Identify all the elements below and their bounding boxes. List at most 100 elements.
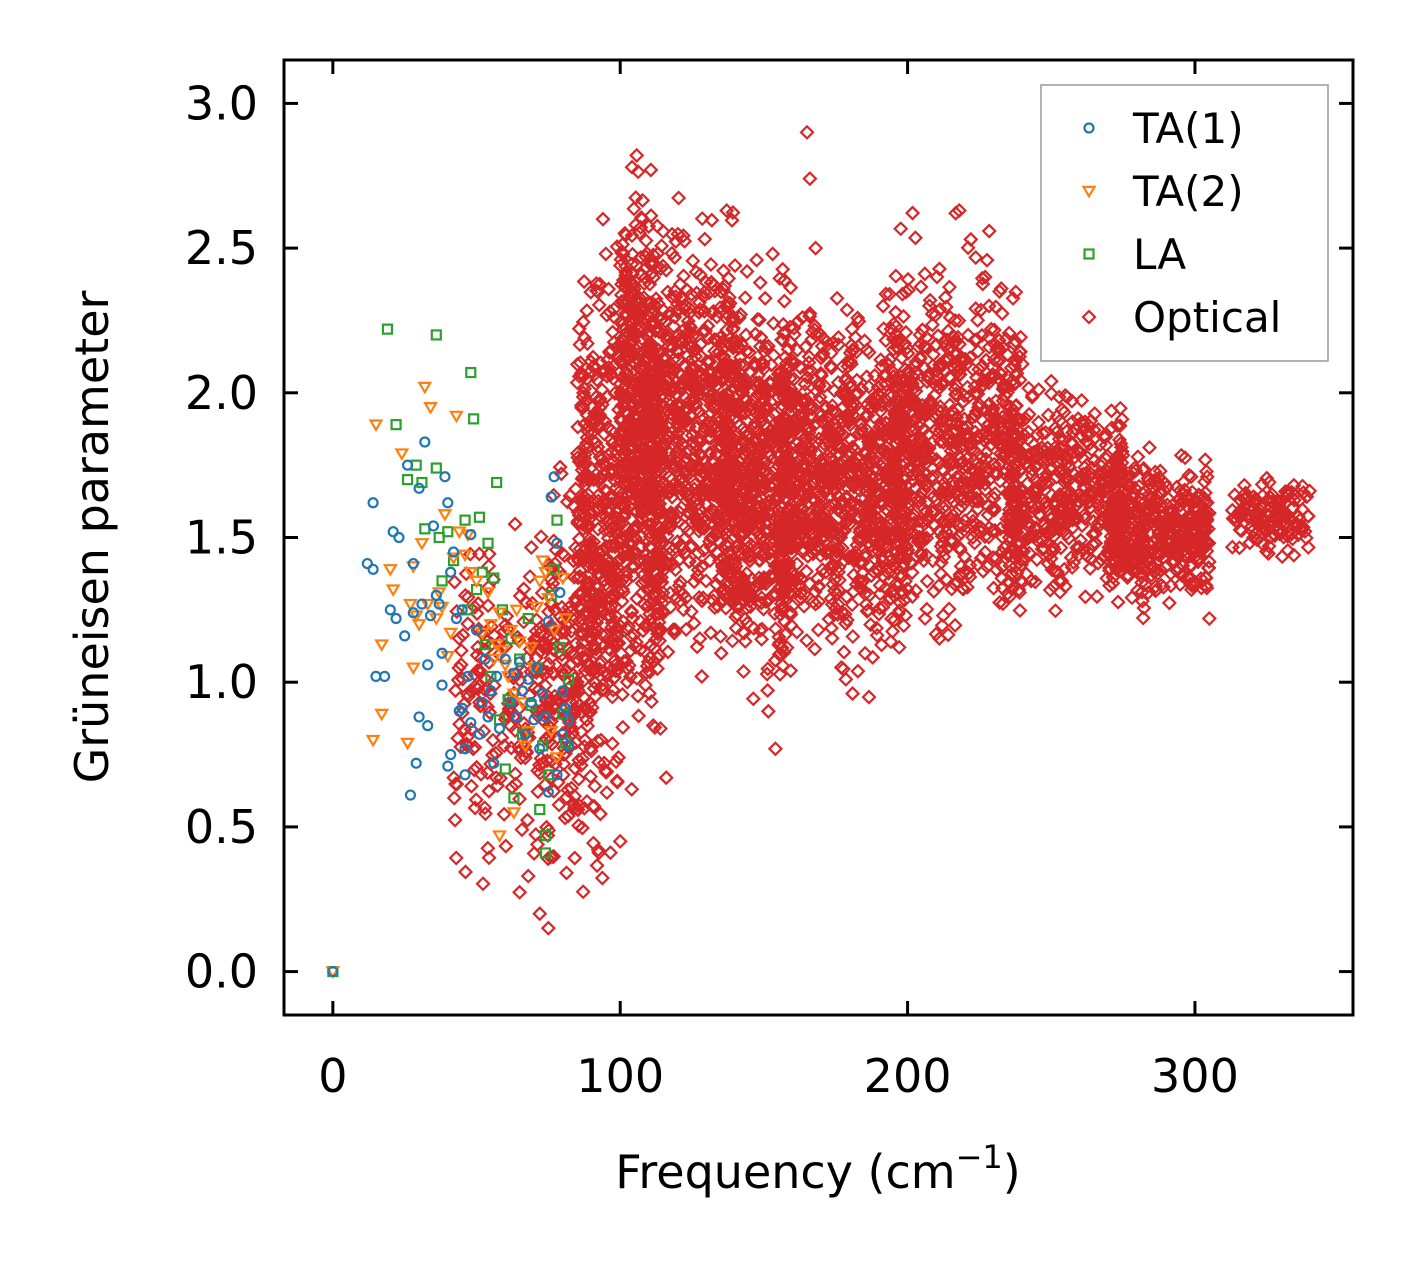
data-point-optical [599,785,615,801]
data-point-optical [507,516,523,532]
data-point-optical [643,256,659,272]
data-point-optical [574,751,590,767]
data-point-optical [610,624,626,640]
data-point-optical [614,687,630,703]
data-point-optical [573,397,589,414]
data-point-optical [473,766,489,782]
data-point-optical [592,458,608,474]
data-point-optical [537,677,553,694]
data-point-optical [607,575,623,591]
data-point-optical [535,628,551,644]
data-point-optical [471,678,487,694]
data-point-optical [469,647,485,663]
data-point-optical [616,332,632,348]
data-point-optical [612,441,628,457]
data-point-optical [624,604,640,620]
data-point-optical [582,615,598,631]
data-point-optical [460,688,476,705]
data-point-optical [586,637,602,653]
data-point-optical [538,639,554,655]
data-point-optical [516,581,532,597]
data-point-optical [615,548,631,565]
data-point-optical [589,580,605,596]
data-point-optical [629,147,645,163]
data-point-optical [612,410,629,426]
data-point-optical [603,520,619,536]
data-point-optical [704,212,720,228]
data-point-optical [579,519,595,535]
data-point-optical [605,682,621,698]
data-point-optical [452,716,468,732]
data-point-optical [632,642,648,658]
data-point-optical [604,461,620,477]
data-point-optical [546,665,562,681]
data-point-optical [555,767,571,783]
data-point-optical [692,267,708,283]
data-point-optical [467,739,483,755]
data-point-optical [446,770,462,786]
data-point-optical [590,521,606,537]
data-point-optical [575,385,592,401]
data-point-optical [570,449,586,466]
data-point-optical [523,539,539,556]
data-point-optical [579,793,595,810]
data-point-optical [530,784,546,800]
data-point-optical [578,699,594,716]
data-point-optical [584,542,600,558]
data-point-optical [449,776,465,792]
data-point-optical [573,365,589,381]
data-point-optical [572,562,588,578]
data-point-optical [651,586,667,602]
data-point-optical [618,275,634,291]
data-point-optical [592,806,608,822]
data-point-optical [667,622,683,638]
data-point-optical [626,285,643,302]
data-point-optical [564,695,580,711]
data-point-optical [624,246,641,262]
data-point-optical [594,557,610,573]
data-point-optical [632,496,648,512]
data-point-optical [557,683,573,699]
data-point-optical [632,539,648,555]
data-point-optical [626,457,642,473]
data-point-optical [471,694,488,711]
data-point-optical [546,642,562,658]
data-point-optical [596,664,613,680]
data-point-optical [580,470,597,486]
data-point-optical [612,257,628,274]
data-point-optical [572,625,588,641]
data-point-optical [589,858,605,874]
data-point-optical [496,806,512,822]
data-point-optical [624,479,640,495]
data-point-optical [608,754,624,770]
data-point-optical [503,740,519,756]
data-point-optical [587,778,603,794]
data-point-optical [560,782,576,798]
data-point-optical [558,662,574,678]
data-point-optical [604,490,620,506]
data-point-optical [605,435,621,452]
data-point-optical [655,605,671,621]
data-point-optical [581,511,597,528]
data-point-optical [594,682,610,698]
data-point-optical [607,570,623,587]
data-point-optical [601,609,617,625]
data-point-optical [605,371,621,387]
data-point-optical [484,747,501,763]
data-point-optical [571,507,587,523]
data-point-optical [577,416,593,432]
data-point-optical [580,718,596,734]
data-point-optical [604,736,620,752]
data-point-optical [572,568,588,584]
data-point-optical [597,522,613,538]
data-point-optical [602,845,618,861]
data-point-optical [585,641,602,657]
data-point-optical [576,273,592,290]
data-point-optical [558,865,575,881]
data-point-optical [528,623,544,639]
data-point-optical [563,656,579,673]
data-point-optical [543,849,559,865]
data-point-optical [570,653,586,669]
data-point-optical [595,363,612,379]
data-point-optical [631,708,647,724]
